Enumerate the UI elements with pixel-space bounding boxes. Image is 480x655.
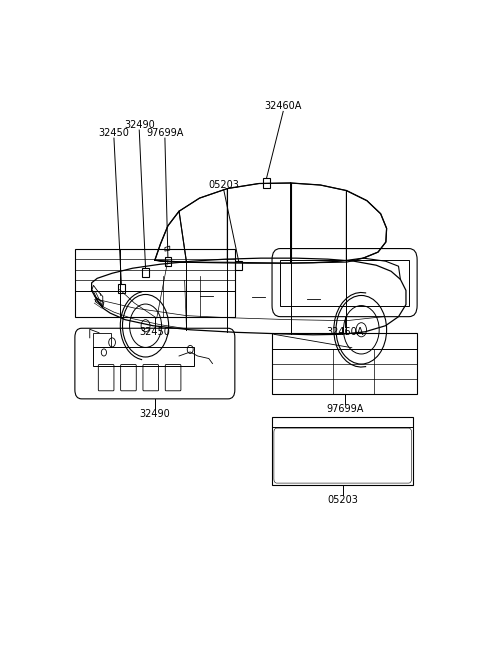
Bar: [118, 284, 125, 293]
Bar: [235, 261, 242, 270]
Text: 05203: 05203: [327, 495, 358, 505]
Text: 05203: 05203: [208, 179, 239, 189]
Bar: [263, 178, 270, 187]
Text: 97699A: 97699A: [326, 404, 363, 414]
Bar: [165, 257, 171, 266]
Bar: [94, 347, 194, 366]
Bar: [142, 269, 149, 277]
Text: 32450: 32450: [139, 327, 170, 337]
Text: 32490: 32490: [140, 409, 170, 419]
Text: 32490: 32490: [124, 120, 155, 130]
Text: 32460A: 32460A: [264, 102, 302, 111]
Text: 97699A: 97699A: [146, 128, 183, 138]
Bar: [272, 417, 413, 485]
Bar: [272, 333, 417, 394]
Bar: [94, 333, 111, 347]
Text: 32460A: 32460A: [326, 327, 363, 337]
Bar: [280, 259, 409, 305]
Bar: [75, 248, 235, 316]
Text: 32450: 32450: [98, 128, 130, 138]
